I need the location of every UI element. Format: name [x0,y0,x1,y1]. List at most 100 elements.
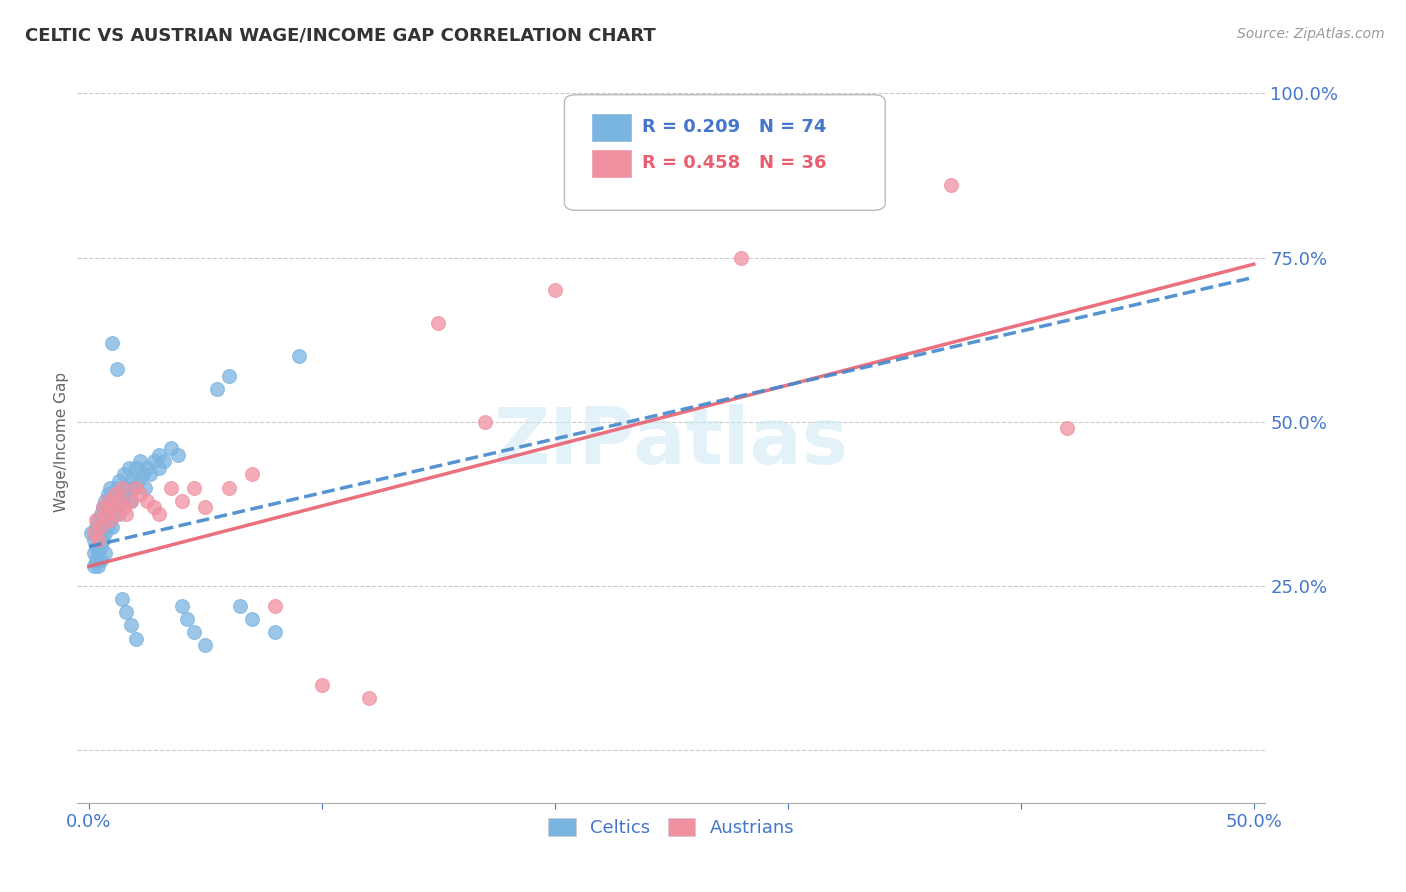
Point [98,513,121,527]
Point [124,632,146,646]
Point [110,592,132,607]
Point [101,500,124,515]
Point [90,520,112,534]
Point [240,467,263,482]
Point [152,454,174,468]
Point [91,533,114,547]
Point [544,284,567,298]
Point [87,546,110,560]
Point [194,500,217,515]
Y-axis label: Wage/Income Gap: Wage/Income Gap [53,371,69,512]
Text: R = 0.209   N = 74: R = 0.209 N = 74 [641,119,827,136]
Text: ZIPatlas: ZIPatlas [494,403,849,480]
Point [91,500,114,515]
Point [136,493,159,508]
Point [117,460,139,475]
Point [115,481,138,495]
Point [218,481,240,495]
Point [240,612,263,626]
Point [112,493,135,508]
Point [84,513,107,527]
Point [97,520,120,534]
Point [84,553,107,567]
Point [94,526,117,541]
Point [183,625,205,640]
Point [84,520,107,534]
Point [87,559,110,574]
Point [148,448,170,462]
Point [104,487,127,501]
Point [120,618,142,632]
Legend: Celtics, Austrians: Celtics, Austrians [541,811,801,845]
Point [176,612,198,626]
Point [148,460,170,475]
Point [101,520,124,534]
Point [94,507,117,521]
Point [183,481,205,495]
Point [83,559,105,574]
Point [108,507,131,521]
Point [427,316,450,330]
Point [131,467,153,482]
Point [115,507,138,521]
Point [939,178,962,193]
Point [120,493,142,508]
Point [264,599,287,613]
Point [87,513,110,527]
Point [90,553,112,567]
Point [129,487,152,501]
Point [110,487,132,501]
Point [264,625,287,640]
Point [138,467,160,482]
Point [124,481,146,495]
Point [83,526,105,541]
Point [104,500,127,515]
Point [120,493,142,508]
Point [87,533,110,547]
Point [134,481,156,495]
Text: R = 0.458   N = 36: R = 0.458 N = 36 [641,154,827,172]
Point [1056,421,1078,435]
Point [101,336,124,351]
Point [97,507,120,521]
Point [98,481,121,495]
Point [115,605,138,619]
Point [80,526,103,541]
Point [94,493,117,508]
Point [287,349,309,363]
Point [148,507,170,521]
FancyBboxPatch shape [591,149,633,178]
Point [205,382,228,396]
FancyBboxPatch shape [591,112,633,142]
Point [101,507,124,521]
Point [311,677,333,691]
FancyBboxPatch shape [564,95,886,211]
Point [90,507,112,521]
Point [98,513,121,527]
Point [105,481,128,495]
Point [98,500,121,515]
Point [166,448,188,462]
Point [91,500,114,515]
Point [143,454,166,468]
Text: CELTIC VS AUSTRIAN WAGE/INCOME GAP CORRELATION CHART: CELTIC VS AUSTRIAN WAGE/INCOME GAP CORRE… [25,27,657,45]
Point [83,533,105,547]
Point [474,415,496,429]
Point [87,533,110,547]
Text: Source: ZipAtlas.com: Source: ZipAtlas.com [1237,27,1385,41]
Point [105,362,128,376]
Point [97,487,120,501]
Point [357,690,380,705]
Point [129,454,152,468]
Point [127,474,149,488]
Point [101,493,124,508]
Point [94,546,117,560]
Point [105,493,128,508]
Point [112,467,135,482]
Point [94,513,117,527]
Point [730,251,752,265]
Point [172,493,194,508]
Point [110,481,132,495]
Point [83,546,105,560]
Point [172,599,194,613]
